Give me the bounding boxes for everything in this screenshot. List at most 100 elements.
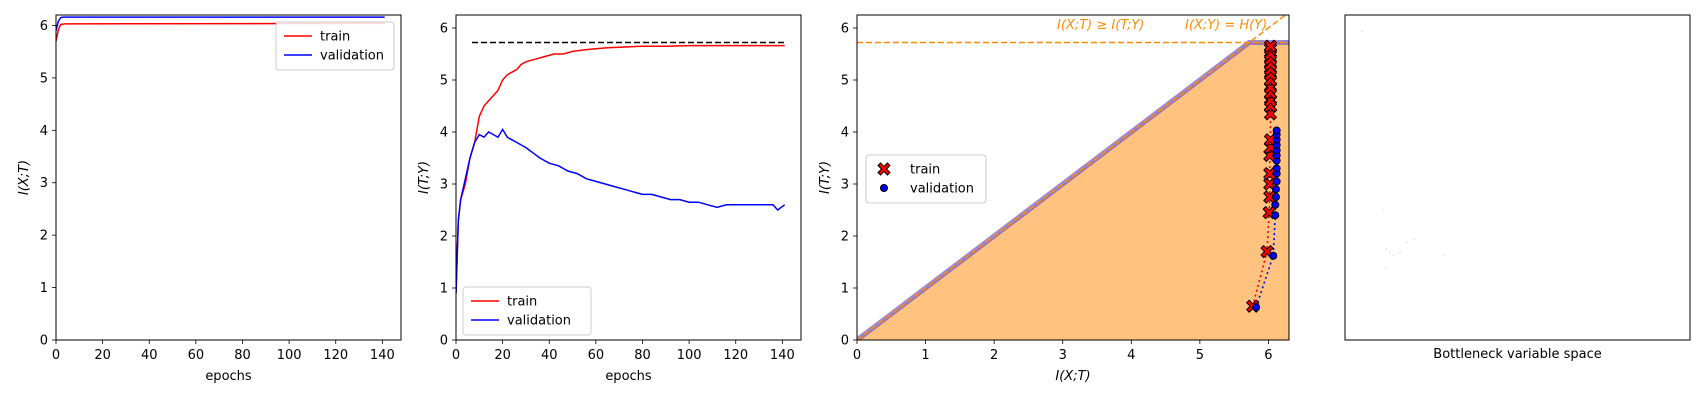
legend-label-validation: validation (320, 49, 384, 64)
x-tick-label: 80 (234, 348, 251, 363)
axes-4: Bottleneck variable space (1344, 14, 1691, 362)
embedding-point (1399, 251, 1401, 254)
y-tick-label: 6 (40, 19, 48, 34)
y-axis-label: I(T;Y) (417, 161, 432, 194)
y-tick-label: 5 (841, 74, 849, 89)
x-tick-label: 140 (370, 348, 395, 363)
diagonal-guide (857, 15, 1287, 340)
series-line-validation (456, 127, 786, 294)
embedding-point (1361, 30, 1364, 33)
y-tick-label: 3 (841, 178, 849, 193)
x-tick-label: 6 (1264, 348, 1272, 363)
validation-point (1271, 200, 1280, 209)
legend: train validation (275, 21, 395, 71)
y-tick-label: 3 (40, 176, 48, 191)
y-tick-label: 4 (841, 126, 849, 141)
x-tick-label: 2 (990, 348, 998, 363)
embedding-point (1444, 254, 1446, 257)
embedding-point (1385, 248, 1388, 250)
y-tick-label: 0 (40, 334, 48, 349)
x-tick-label: 3 (1059, 348, 1067, 363)
validation-point (1271, 185, 1280, 194)
y-axis-label: I(X;T) (17, 160, 32, 195)
x-tick-label: 0 (52, 348, 60, 363)
legend-marker-validation (880, 184, 888, 192)
y-tick-label: 1 (440, 282, 448, 297)
y-tick-label: 2 (40, 229, 48, 244)
x-tick-label: 120 (723, 348, 748, 363)
validation-point (1271, 211, 1280, 220)
validation-point (1272, 177, 1281, 186)
legend: train validation (462, 286, 592, 336)
feasible-region (857, 42, 1289, 340)
y-tick-label: 4 (40, 124, 48, 139)
x-tick-label: 60 (188, 348, 205, 363)
y-tick-label: 1 (841, 282, 849, 297)
axes-2: 0 20 40 60 80 100 120 140 0 1 2 3 4 5 6 epochs I(T;Y) tra… (417, 14, 802, 384)
legend-label-validation: validation (910, 182, 974, 197)
series-line-train (56, 22, 385, 42)
y-tick-label: 0 (841, 334, 849, 349)
axes-frame (55, 14, 402, 341)
legend-label-train: train (910, 163, 940, 178)
x-tick-label: 1 (921, 348, 929, 363)
embedding-point (1406, 241, 1408, 244)
x-axis-label: I(X;T) (1055, 369, 1090, 384)
legend-label-validation: validation (507, 314, 571, 329)
embedding-point (1385, 267, 1388, 270)
x-tick-label: 0 (452, 348, 460, 363)
y-tick-label: 3 (440, 178, 448, 193)
x-tick-label: 5 (1196, 348, 1204, 363)
legend-box (462, 286, 592, 336)
legend-box (275, 21, 395, 71)
y-tick-label: 2 (841, 230, 849, 245)
x-axis-label: Bottleneck variable space (1433, 347, 1601, 362)
y-tick-label: 6 (841, 22, 849, 37)
x-tick-label: 4 (1127, 348, 1135, 363)
x-tick-label: 40 (141, 348, 158, 363)
legend-marker-train (877, 162, 891, 176)
embedding-point (1382, 209, 1384, 211)
validation-point (1272, 164, 1281, 173)
x-axis-label: epochs (205, 369, 252, 384)
x-tick-label: 60 (588, 348, 605, 363)
embedding-point (1389, 251, 1391, 254)
x-tick-label: 100 (677, 348, 702, 363)
y-tick-label: 4 (440, 126, 448, 141)
y-axis-label: I(T;Y) (818, 161, 833, 194)
x-tick-label: 100 (277, 348, 302, 363)
legend-box (865, 154, 987, 204)
embedding-point (1413, 238, 1415, 241)
series-line-validation (56, 16, 385, 31)
axes-3: 0 1 2 3 4 5 6 0 1 2 3 4 5 6 I(X;T) I(T;Y) I(X;T) ≥ I(T;Y… (818, 14, 1290, 384)
x-tick-label: 80 (634, 348, 651, 363)
validation-point (1272, 126, 1281, 135)
axes-frame (856, 14, 1290, 341)
series-line-validation-path (1255, 130, 1278, 308)
y-tick-label: 1 (40, 281, 48, 296)
x-tick-label: 20 (94, 348, 111, 363)
legend-label-train: train (507, 295, 537, 310)
x-tick-label: 120 (323, 348, 348, 363)
legend-label-train: train (320, 30, 350, 45)
x-axis-label: epochs (605, 369, 652, 384)
annotation-entropy: I(X;Y) = H(Y) (1185, 18, 1267, 33)
embedding-point (1392, 254, 1395, 257)
legend: train validation (865, 154, 987, 204)
annotation-bound: I(X;T) ≥ I(T;Y) (1057, 18, 1144, 33)
axes-frame (455, 14, 802, 341)
y-tick-label: 2 (440, 230, 448, 245)
y-tick-label: 6 (440, 22, 448, 37)
y-tick-label: 5 (40, 71, 48, 86)
y-tick-label: 5 (440, 74, 448, 89)
axes-1: 0 20 40 60 80 100 120 140 0 1 2 3 4 5 6 epochs I(X;T) tra… (17, 14, 402, 384)
validation-point (1269, 251, 1278, 260)
validation-point (1271, 193, 1280, 201)
validation-point (1252, 303, 1261, 312)
series-line-train (456, 44, 785, 294)
y-tick-label: 0 (440, 334, 448, 349)
x-tick-label: 20 (494, 348, 511, 363)
x-tick-label: 40 (541, 348, 558, 363)
x-tick-label: 140 (770, 348, 795, 363)
train-point (1263, 39, 1278, 53)
